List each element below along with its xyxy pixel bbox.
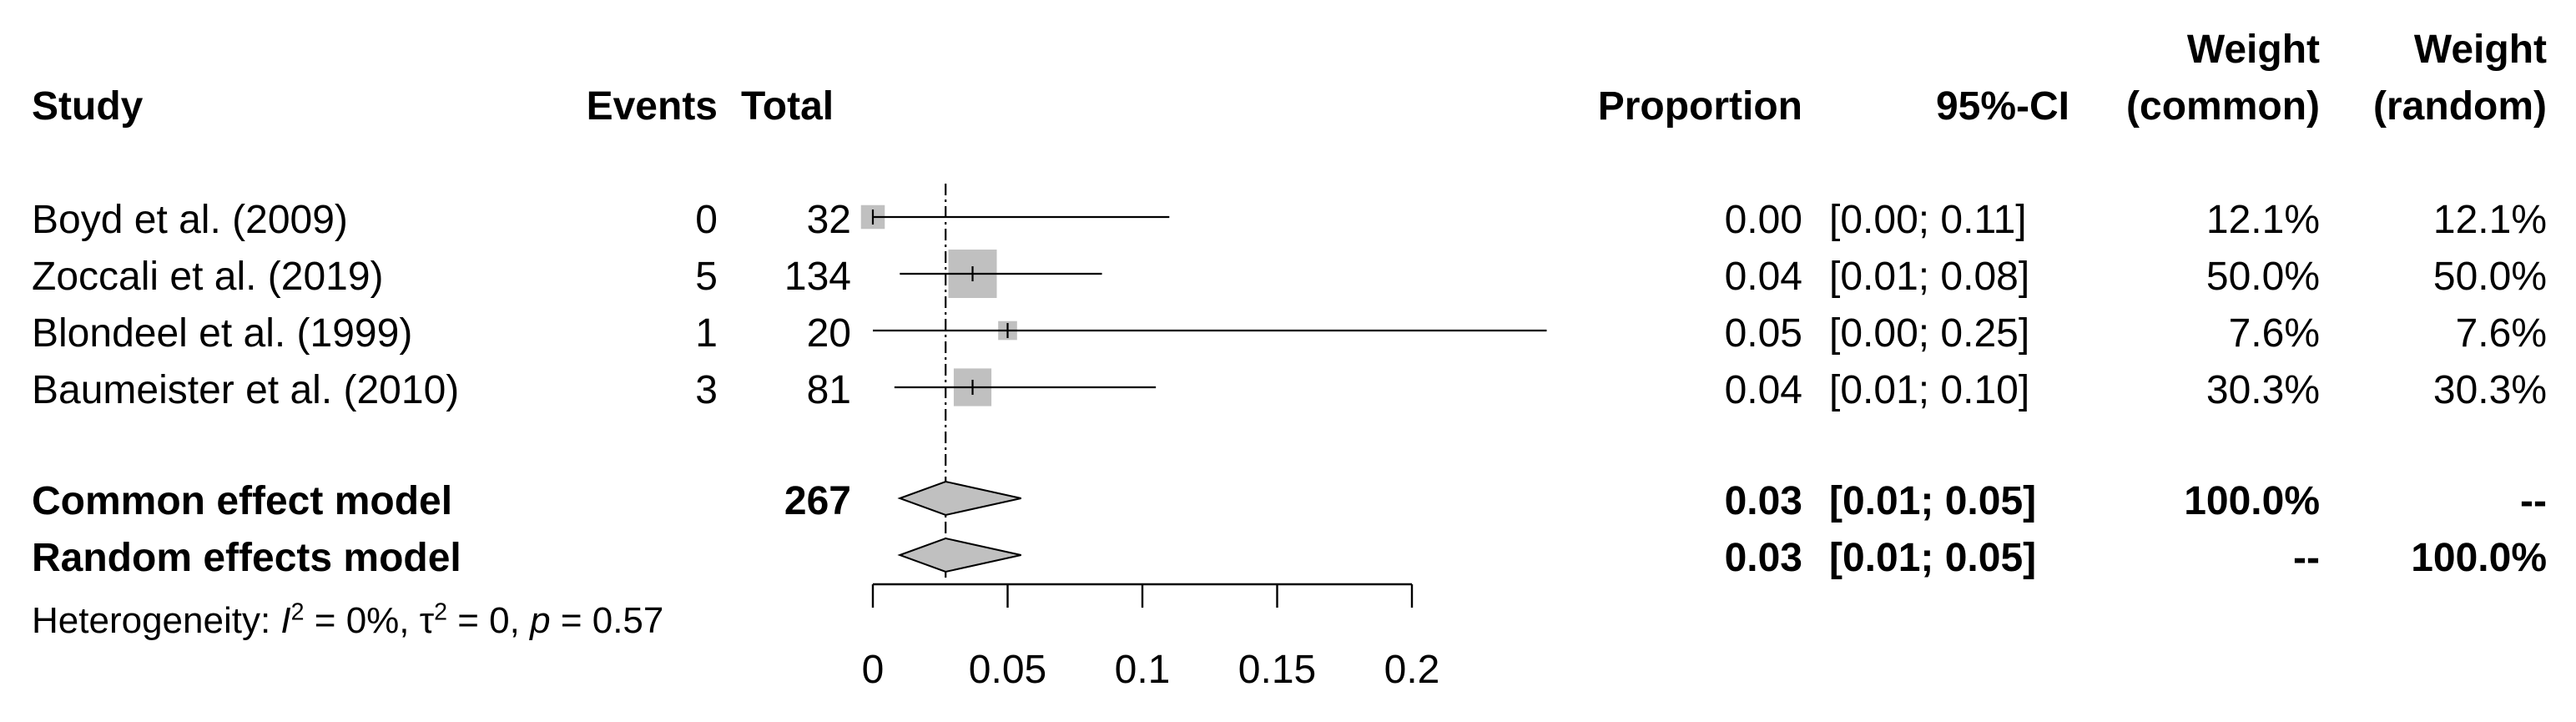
study-proportion: 0.00: [1724, 198, 1802, 242]
study-total: 134: [784, 255, 851, 299]
column-header-proportion: Proportion: [1597, 84, 1802, 129]
study-label: Baumeister et al. (2010): [32, 368, 460, 412]
tau-symbol: τ: [419, 600, 435, 641]
study-label: Boyd et al. (2009): [32, 198, 348, 242]
study-total: 20: [806, 311, 851, 356]
i2-superscript: 2: [290, 598, 305, 626]
study-weight-common: 30.3%: [2205, 368, 2320, 412]
i2-value: = 0%,: [304, 600, 420, 641]
model-label: Common effect model: [32, 479, 453, 523]
model-weight-random: 100.0%: [2411, 536, 2547, 580]
study-label: Zoccali et al. (2019): [32, 255, 384, 299]
study-ci: [0.00; 0.25]: [1829, 311, 2030, 356]
column-header-weight-common-2: (common): [2126, 84, 2320, 129]
study-events: 3: [695, 368, 718, 412]
model-ci: [0.01; 0.05]: [1829, 479, 2037, 523]
study-weight-common: 12.1%: [2205, 198, 2320, 242]
study-weight-random: 30.3%: [2432, 368, 2547, 412]
p-value: = 0.57: [550, 600, 664, 641]
model-diamond: [897, 480, 1021, 517]
x-axis-tick-label: 0.15: [1238, 648, 1316, 692]
study-ci: [0.00; 0.11]: [1829, 198, 2027, 242]
model-weight-common: --: [2293, 536, 2320, 580]
column-header-total: Total: [741, 84, 834, 129]
tau-superscript: 2: [434, 598, 448, 626]
study-events: 1: [695, 311, 718, 356]
study-weight-random: 12.1%: [2432, 198, 2547, 242]
study-proportion: 0.05: [1724, 311, 1802, 356]
p-symbol: p: [530, 600, 551, 641]
column-header-study: Study: [32, 84, 144, 129]
study-weight-common: 7.6%: [2228, 311, 2320, 356]
study-events: 0: [695, 198, 718, 242]
i2-symbol: I: [280, 600, 291, 641]
study-weight-random: 50.0%: [2432, 255, 2547, 299]
study-label: Blondeel et al. (1999): [32, 311, 413, 356]
tau-value: = 0,: [447, 600, 531, 641]
x-axis-tick-label: 0.2: [1384, 648, 1440, 692]
study-ci: [0.01; 0.08]: [1829, 255, 2030, 299]
column-header-ci: 95%-CI: [1935, 84, 2069, 129]
study-total: 32: [806, 198, 851, 242]
model-diamond: [897, 537, 1021, 573]
study-ci: [0.01; 0.10]: [1829, 368, 2030, 412]
study-total: 81: [806, 368, 851, 412]
x-axis-tick-label: 0.05: [969, 648, 1046, 692]
study-events: 5: [695, 255, 718, 299]
column-header-weight-random-2: (random): [2373, 84, 2547, 129]
study-proportion: 0.04: [1724, 368, 1802, 412]
model-ci: [0.01; 0.05]: [1829, 536, 2037, 580]
study-weight-random: 7.6%: [2455, 311, 2547, 356]
column-header-weight-random-1: Weight: [2413, 28, 2547, 72]
model-total: 267: [784, 479, 851, 523]
column-header-events: Events: [586, 84, 718, 129]
heterogeneity-text: Heterogeneity: I2 = 0%, τ2 = 0, p = 0.57: [32, 600, 664, 641]
model-weight-random: --: [2520, 479, 2547, 523]
study-weight-common: 50.0%: [2205, 255, 2320, 299]
model-proportion: 0.03: [1724, 536, 1802, 580]
heterogeneity-prefix: Heterogeneity:: [32, 600, 281, 641]
model-label: Random effects model: [32, 536, 461, 580]
column-header-weight-common-1: Weight: [2186, 28, 2320, 72]
x-axis-tick-label: 0.1: [1115, 648, 1171, 692]
model-weight-common: 100.0%: [2184, 479, 2320, 523]
study-proportion: 0.04: [1724, 255, 1802, 299]
x-axis-tick-label: 0: [862, 648, 885, 692]
model-proportion: 0.03: [1724, 479, 1802, 523]
